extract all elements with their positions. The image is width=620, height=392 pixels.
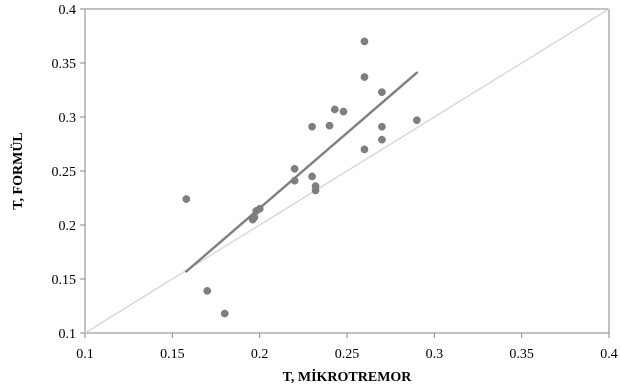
data-point — [255, 204, 264, 213]
y-tick-label: 0.3 — [59, 111, 77, 126]
tick-labels: 0.1 0.15 0.2 0.25 0.3 0.35 0.4 0.1 0.15 0.2 0.25 0.… — [52, 3, 618, 362]
data-point — [250, 213, 259, 222]
data-point — [330, 105, 339, 114]
reference-line — [84, 8, 610, 334]
y-tick-label: 0.1 — [59, 327, 77, 342]
data-point — [308, 122, 316, 131]
x-axis-title: T, MİKROTREMOR — [283, 368, 413, 385]
data-point — [360, 73, 369, 81]
data-point — [378, 88, 386, 97]
x-tick-label: 0.25 — [335, 347, 360, 362]
x-tick-label: 0.4 — [600, 347, 618, 362]
data-point — [413, 116, 421, 125]
data-point — [203, 287, 212, 295]
trendline — [185, 71, 419, 273]
y-tick-label: 0.35 — [52, 57, 77, 72]
y-tick-label: 0.15 — [52, 273, 77, 288]
y-tick-label: 0.4 — [59, 3, 77, 18]
x-tick-label: 0.15 — [160, 347, 185, 362]
y-tick-label: 0.2 — [59, 219, 77, 234]
data-point — [360, 145, 369, 154]
data-point — [311, 182, 320, 190]
data-point — [339, 107, 348, 116]
data-point — [325, 121, 334, 130]
data-point — [182, 195, 191, 203]
data-point — [378, 135, 386, 144]
chart-lines — [84, 8, 610, 334]
data-point — [290, 164, 299, 173]
data-point — [308, 172, 316, 181]
x-tick-label: 0.35 — [509, 347, 534, 362]
data-point — [360, 37, 369, 46]
data-point — [290, 176, 299, 185]
y-axis-title: T, FORMÜL — [9, 132, 26, 210]
y-tick-label: 0.25 — [52, 165, 77, 180]
data-points — [182, 37, 421, 318]
x-tick-label: 0.1 — [76, 347, 94, 362]
x-tick-label: 0.2 — [251, 347, 269, 362]
data-point — [220, 309, 229, 318]
data-point — [378, 122, 386, 131]
x-tick-label: 0.3 — [426, 347, 444, 362]
